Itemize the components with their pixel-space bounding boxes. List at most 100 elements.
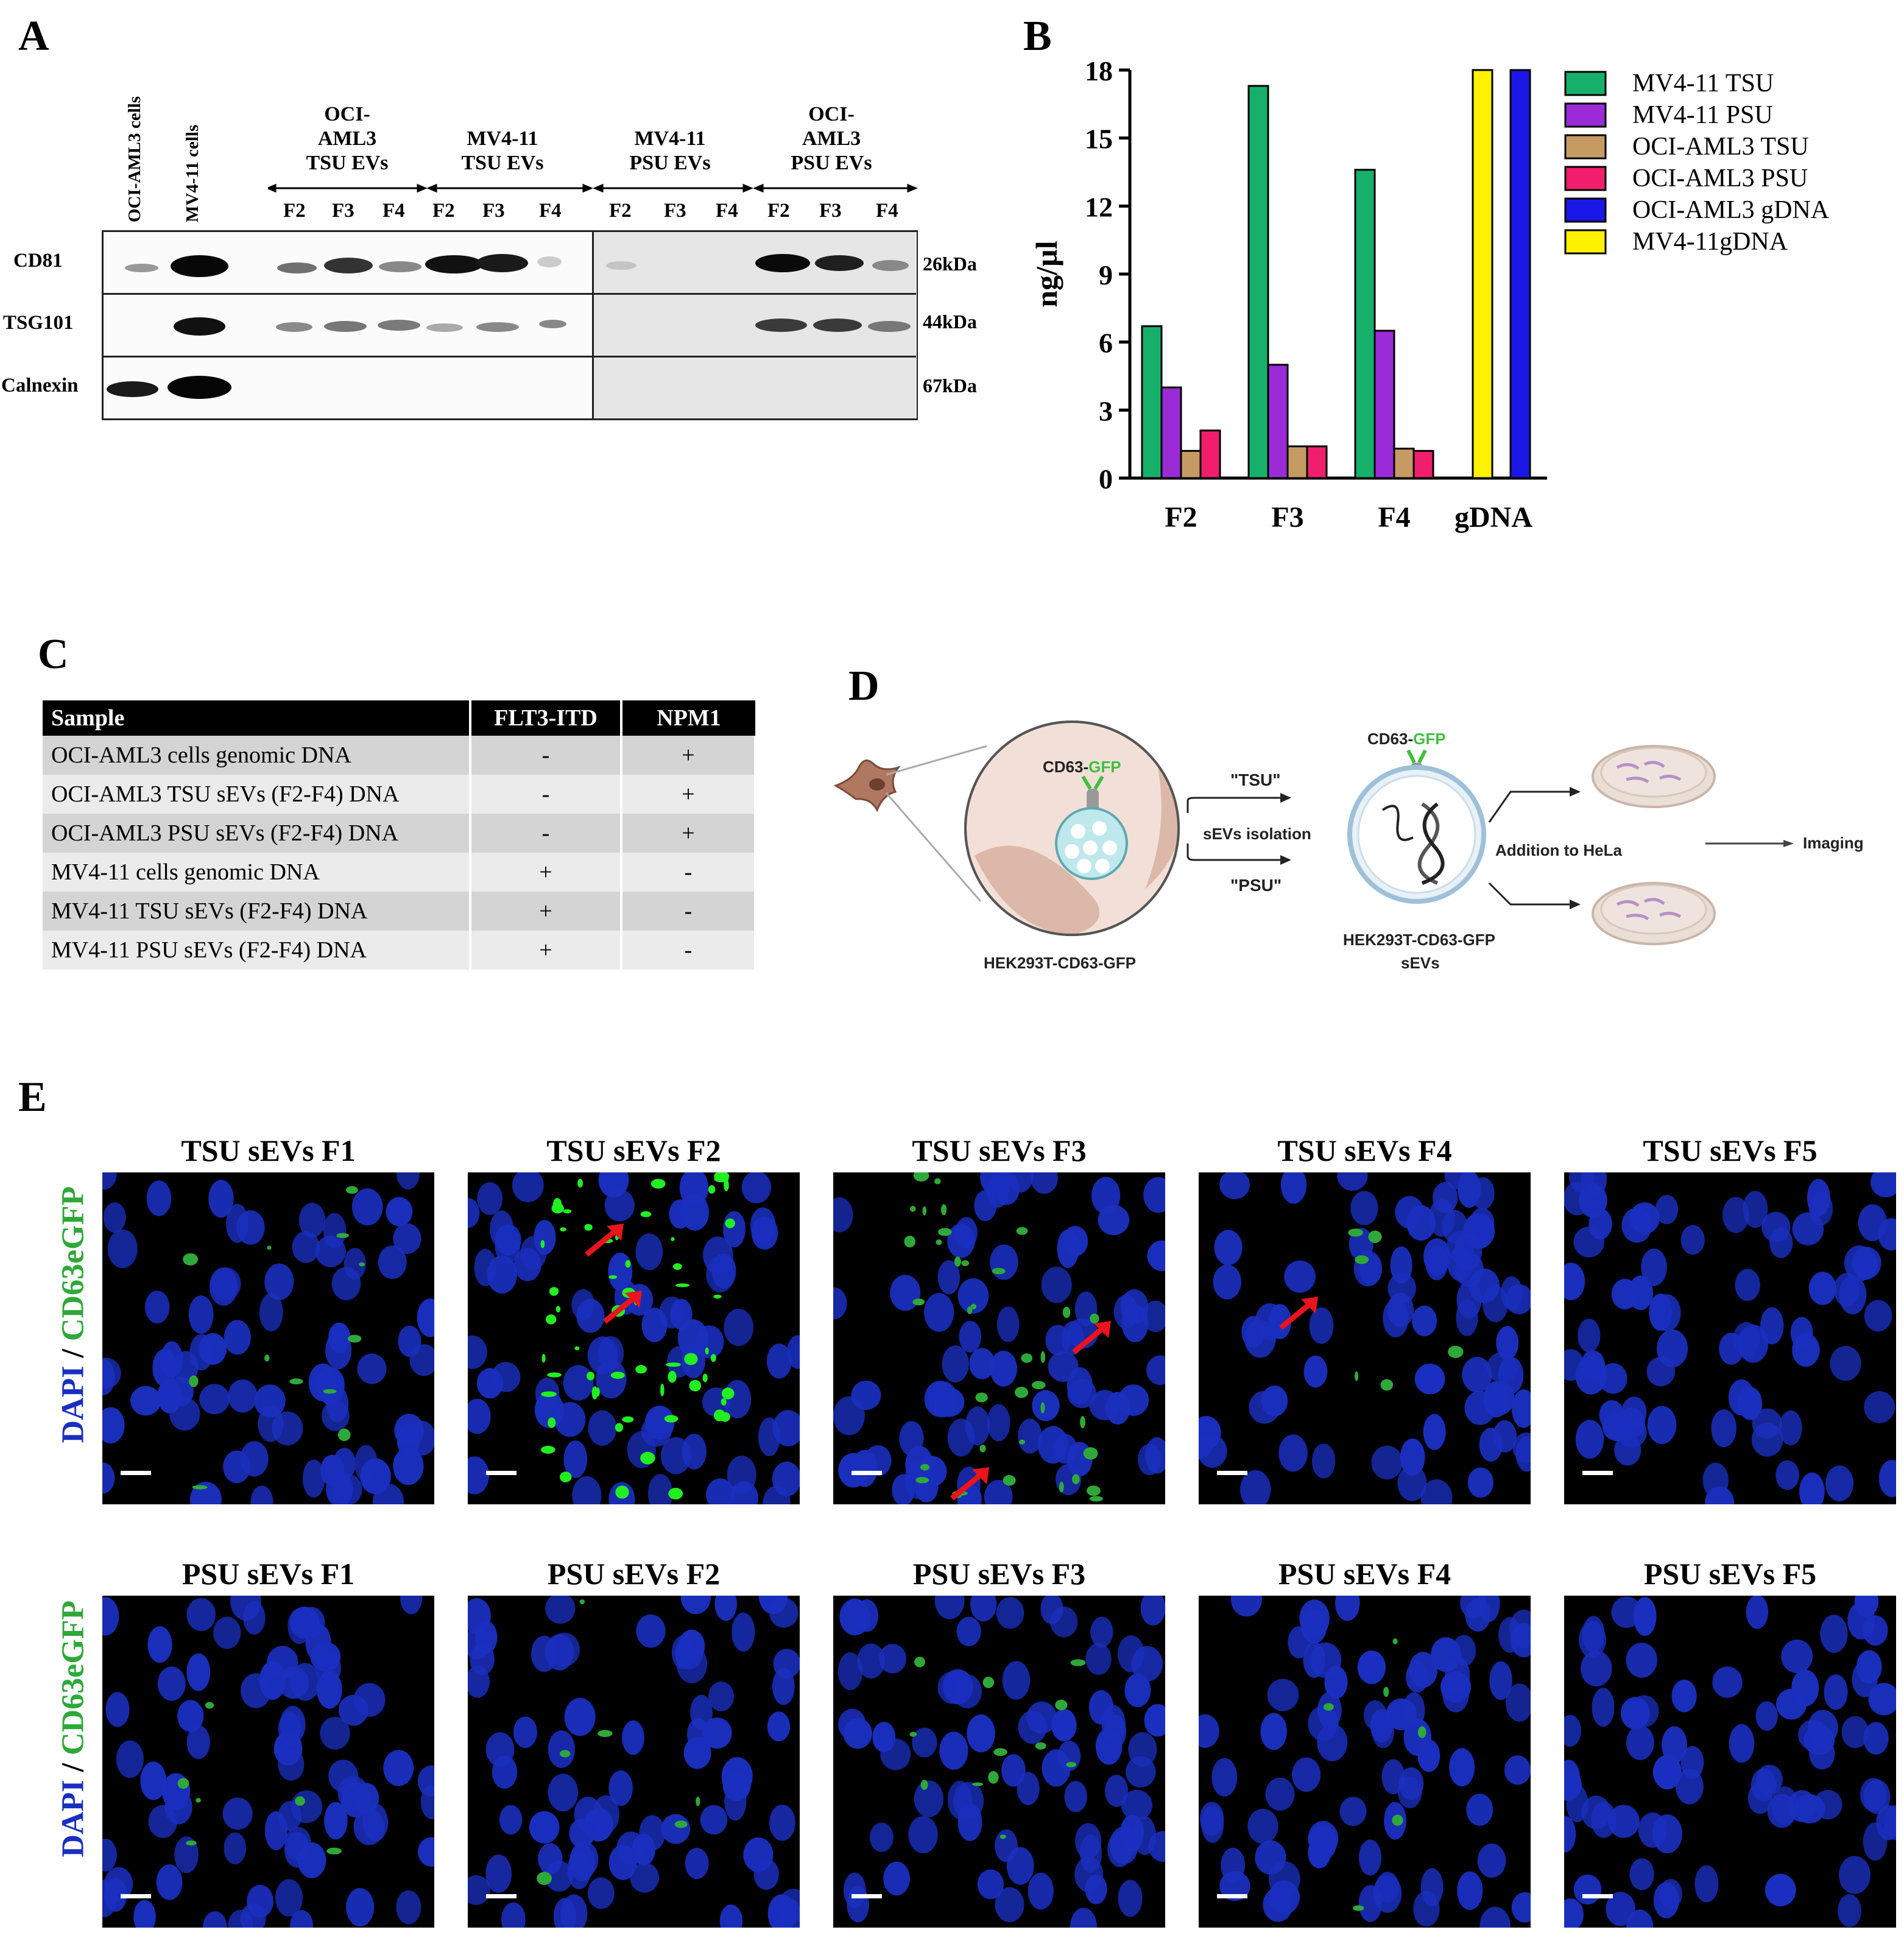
nucleus bbox=[1868, 1683, 1896, 1716]
nucleus bbox=[147, 1626, 172, 1663]
zoom-line bbox=[885, 792, 982, 902]
nucleus bbox=[1292, 1757, 1321, 1792]
nucleus bbox=[157, 1666, 186, 1701]
nucleus bbox=[186, 1598, 216, 1632]
nucleus bbox=[240, 1903, 266, 1928]
nucleus bbox=[1839, 1275, 1867, 1314]
nucleus bbox=[833, 1396, 865, 1435]
red-arrowhead bbox=[607, 1224, 624, 1241]
nucleus bbox=[477, 1182, 502, 1215]
blot-band bbox=[276, 322, 312, 332]
gfp-signal bbox=[323, 1389, 337, 1394]
bar bbox=[1306, 445, 1328, 479]
fraction-label: F2 bbox=[767, 200, 790, 222]
nucleus bbox=[706, 1478, 735, 1504]
nucleus bbox=[1662, 1726, 1687, 1764]
nucleus bbox=[598, 1172, 629, 1198]
nucleus bbox=[116, 1740, 144, 1778]
nucleus bbox=[1211, 1758, 1238, 1797]
x-tick-label: F2 bbox=[1165, 501, 1197, 534]
nucleus bbox=[1400, 1438, 1425, 1476]
nucleus bbox=[1743, 1191, 1768, 1228]
gfp-signal bbox=[684, 1353, 698, 1365]
nucleus bbox=[468, 1398, 491, 1434]
nucleus bbox=[468, 1335, 487, 1369]
nucleus bbox=[957, 1278, 989, 1314]
nucleus bbox=[1095, 1728, 1123, 1765]
gfp-signal bbox=[1087, 1485, 1101, 1496]
gfp-signal bbox=[1448, 1345, 1464, 1358]
nucleus bbox=[1781, 1640, 1813, 1673]
nucleus bbox=[513, 1716, 537, 1749]
nucleus bbox=[337, 1775, 368, 1811]
blot-band bbox=[171, 255, 228, 277]
gfp-signal bbox=[993, 1748, 1007, 1756]
nucleus bbox=[942, 1669, 973, 1705]
nucleus bbox=[683, 1736, 711, 1769]
nucleus bbox=[291, 1790, 323, 1823]
nucleus bbox=[1442, 1210, 1468, 1244]
nucleus bbox=[1143, 1177, 1165, 1213]
nucleus bbox=[706, 1256, 735, 1293]
scale-bar bbox=[1582, 1471, 1613, 1475]
gfp-signal bbox=[635, 1365, 647, 1374]
nucleus bbox=[213, 1616, 241, 1649]
gfp-signal bbox=[1089, 1496, 1103, 1502]
gfp-signal bbox=[1003, 1475, 1016, 1486]
nucleus bbox=[1621, 1397, 1647, 1428]
nucleus bbox=[671, 1635, 695, 1669]
cell-line-label: HEK293T-CD63-GFP bbox=[984, 954, 1136, 972]
nucleus bbox=[278, 1748, 305, 1781]
gfp-signal bbox=[196, 1798, 201, 1803]
blot-band bbox=[324, 321, 367, 332]
bar bbox=[1509, 69, 1531, 479]
scale-bar bbox=[1582, 1894, 1613, 1898]
nucleus bbox=[767, 1894, 796, 1928]
blot-band bbox=[426, 323, 463, 332]
nucleus bbox=[741, 1172, 771, 1203]
gfp-signal bbox=[1380, 1379, 1394, 1391]
nucleus bbox=[1592, 1688, 1615, 1727]
psu-label: "PSU" bbox=[1230, 876, 1282, 895]
nucleus bbox=[1376, 1872, 1400, 1903]
table-row: OCI-AML3 TSU sEVs (F2-F4) DNA - + bbox=[43, 775, 756, 814]
nucleus bbox=[468, 1628, 492, 1660]
nucleus bbox=[751, 1216, 778, 1250]
gfp-signal bbox=[577, 1178, 584, 1188]
blot-band bbox=[425, 255, 483, 273]
nucleus bbox=[485, 1855, 512, 1893]
nucleus bbox=[1621, 1207, 1652, 1243]
nucleus bbox=[1120, 1814, 1144, 1852]
nucleus bbox=[1825, 1465, 1854, 1502]
nucleus bbox=[534, 1392, 564, 1428]
gfp-signal bbox=[909, 1205, 916, 1212]
microscopy-field bbox=[102, 1172, 434, 1504]
nucleus bbox=[107, 1229, 138, 1269]
gfp-signal bbox=[625, 1260, 631, 1268]
nucleus bbox=[942, 1345, 969, 1383]
nucleus bbox=[1647, 1406, 1677, 1444]
gfp-signal bbox=[992, 1267, 1006, 1275]
gfp-signal bbox=[664, 1415, 679, 1423]
red-arrowhead bbox=[972, 1467, 989, 1484]
nucleus bbox=[1397, 1776, 1422, 1809]
gfp-signal bbox=[721, 1387, 735, 1400]
nucleus bbox=[548, 1774, 578, 1812]
microscopy-image bbox=[102, 1172, 434, 1504]
nucleus bbox=[1397, 1465, 1427, 1501]
petri-dish-icon bbox=[1592, 745, 1716, 808]
nucleus bbox=[1626, 1725, 1654, 1760]
kda-label-tsg101: 44kDa bbox=[923, 311, 977, 333]
nucleus bbox=[203, 1911, 227, 1928]
group-header-mv4-tsu: MV4-11 TSU EVs bbox=[461, 127, 544, 174]
sev-label-line2: sEVs bbox=[1401, 954, 1440, 972]
nucleus bbox=[1799, 1472, 1825, 1504]
nucleus bbox=[639, 1815, 666, 1851]
isolation-label: sEVs isolation bbox=[1203, 825, 1311, 843]
nucleus bbox=[224, 1832, 247, 1864]
gfp-signal bbox=[954, 1256, 961, 1267]
microscopy-image bbox=[102, 1596, 434, 1928]
gfp-signal bbox=[1072, 1474, 1080, 1484]
nucleus bbox=[1042, 1749, 1071, 1787]
nucleus bbox=[1363, 1700, 1387, 1730]
